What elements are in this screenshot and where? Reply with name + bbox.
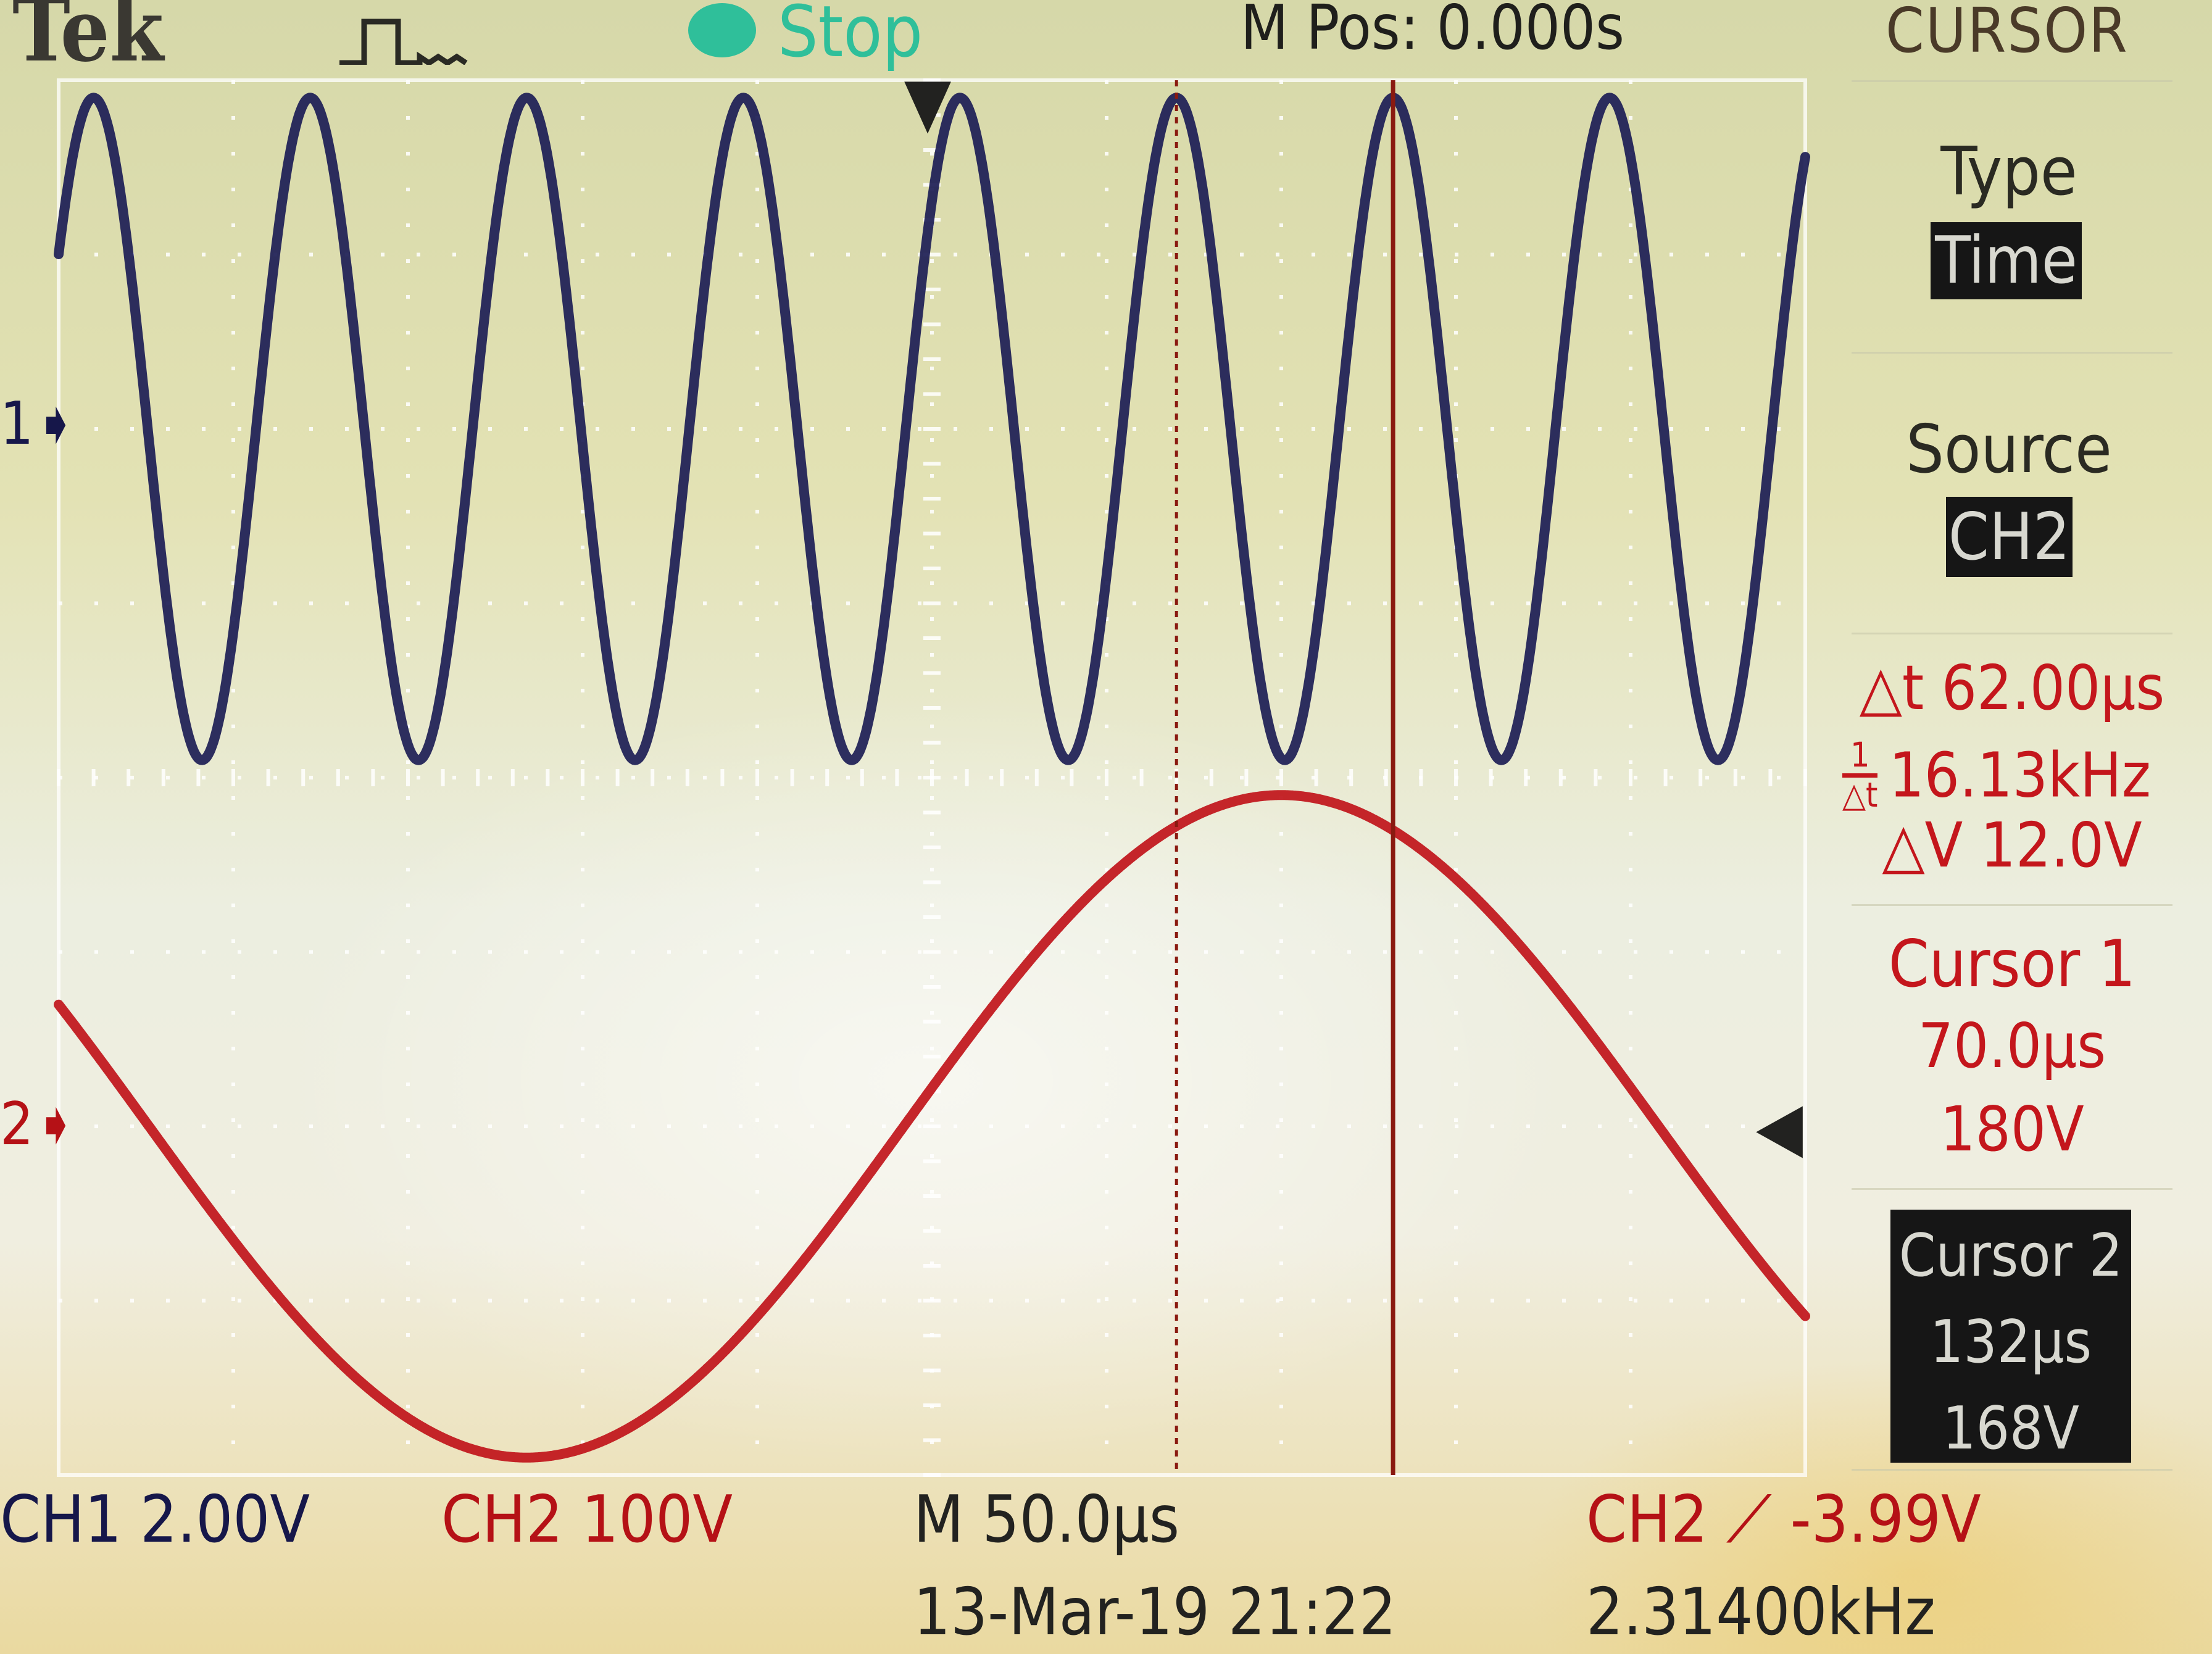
menu-divider — [1852, 904, 2172, 906]
run-state-label: Stop — [778, 0, 923, 73]
inverse-delta-t-numerator: 1 — [1842, 737, 1878, 778]
inverse-delta-t-denominator: △t — [1842, 775, 1878, 815]
date-time-readout: 13-Mar-19 21:22 — [913, 1574, 1397, 1650]
source-value-button[interactable]: CH2 — [1946, 497, 2073, 577]
cursor2-time: 132μs — [1930, 1308, 2092, 1376]
menu-divider — [1852, 80, 2172, 82]
inverse-delta-t-value: 16.13kHz — [1889, 739, 2151, 812]
cursor1-value: 180V — [1940, 1093, 2084, 1165]
ch1-scale-readout: CH1 2.00V — [0, 1482, 310, 1557]
graticule-grid — [57, 78, 1807, 1477]
trace-ch2 — [54, 790, 1810, 1463]
trigger-position-arrow-icon: ▼ — [904, 62, 952, 141]
trace-ch1 — [54, 93, 1810, 765]
source-label: Source — [1906, 411, 2112, 488]
cursor1-time: 70.0μs — [1918, 1010, 2106, 1082]
ch2-marker-label: 2 — [0, 1091, 34, 1158]
cursor1-label[interactable]: Cursor 1 — [1888, 926, 2136, 1002]
timebase-readout: M 50.0μs — [913, 1482, 1180, 1557]
delta-t-readout: △t 62.00μs — [1859, 652, 2165, 724]
menu-divider — [1852, 633, 2172, 634]
trigger-readout: CH2 ⟋ -3.99V — [1586, 1482, 1981, 1557]
type-label: Type — [1940, 133, 2077, 210]
traces — [54, 93, 1810, 1463]
arrow-right-icon: ➧ — [33, 390, 78, 458]
pulse-waveform-icon — [339, 19, 468, 65]
arrow-right-icon: ➧ — [33, 1091, 78, 1158]
menu-divider — [1852, 352, 2172, 354]
menu-title: CURSOR — [1886, 0, 2129, 67]
type-value-button[interactable]: Time — [1931, 222, 2082, 299]
delta-v-readout: △V 12.0V — [1882, 809, 2142, 881]
run-state-indicator-icon — [688, 3, 756, 57]
cursor2-label: Cursor 2 — [1898, 1222, 2123, 1290]
ch1-marker-label: 1 — [0, 390, 34, 458]
cursor2-button[interactable]: Cursor 2 132μs 168V — [1890, 1210, 2131, 1463]
trigger-frequency-readout: 2.31400kHz — [1586, 1574, 1936, 1650]
trigger-level-arrow-icon: ◀ — [1756, 1087, 1803, 1166]
ch2-ground-marker[interactable]: 2➧ — [0, 1095, 78, 1154]
cursor-lines — [1175, 80, 1395, 1475]
menu-divider — [1852, 1469, 2172, 1471]
ch2-scale-readout: CH2 100V — [441, 1482, 733, 1557]
brand-logo: Tek — [12, 0, 164, 81]
horizontal-position-readout: M Pos: 0.000s — [1241, 0, 1625, 64]
menu-divider — [1852, 1188, 2172, 1190]
inverse-delta-t-readout: 1 △t 16.13kHz — [1842, 737, 2151, 815]
cursor2-value: 168V — [1942, 1395, 2079, 1463]
ch1-ground-marker[interactable]: 1➧ — [0, 395, 78, 454]
